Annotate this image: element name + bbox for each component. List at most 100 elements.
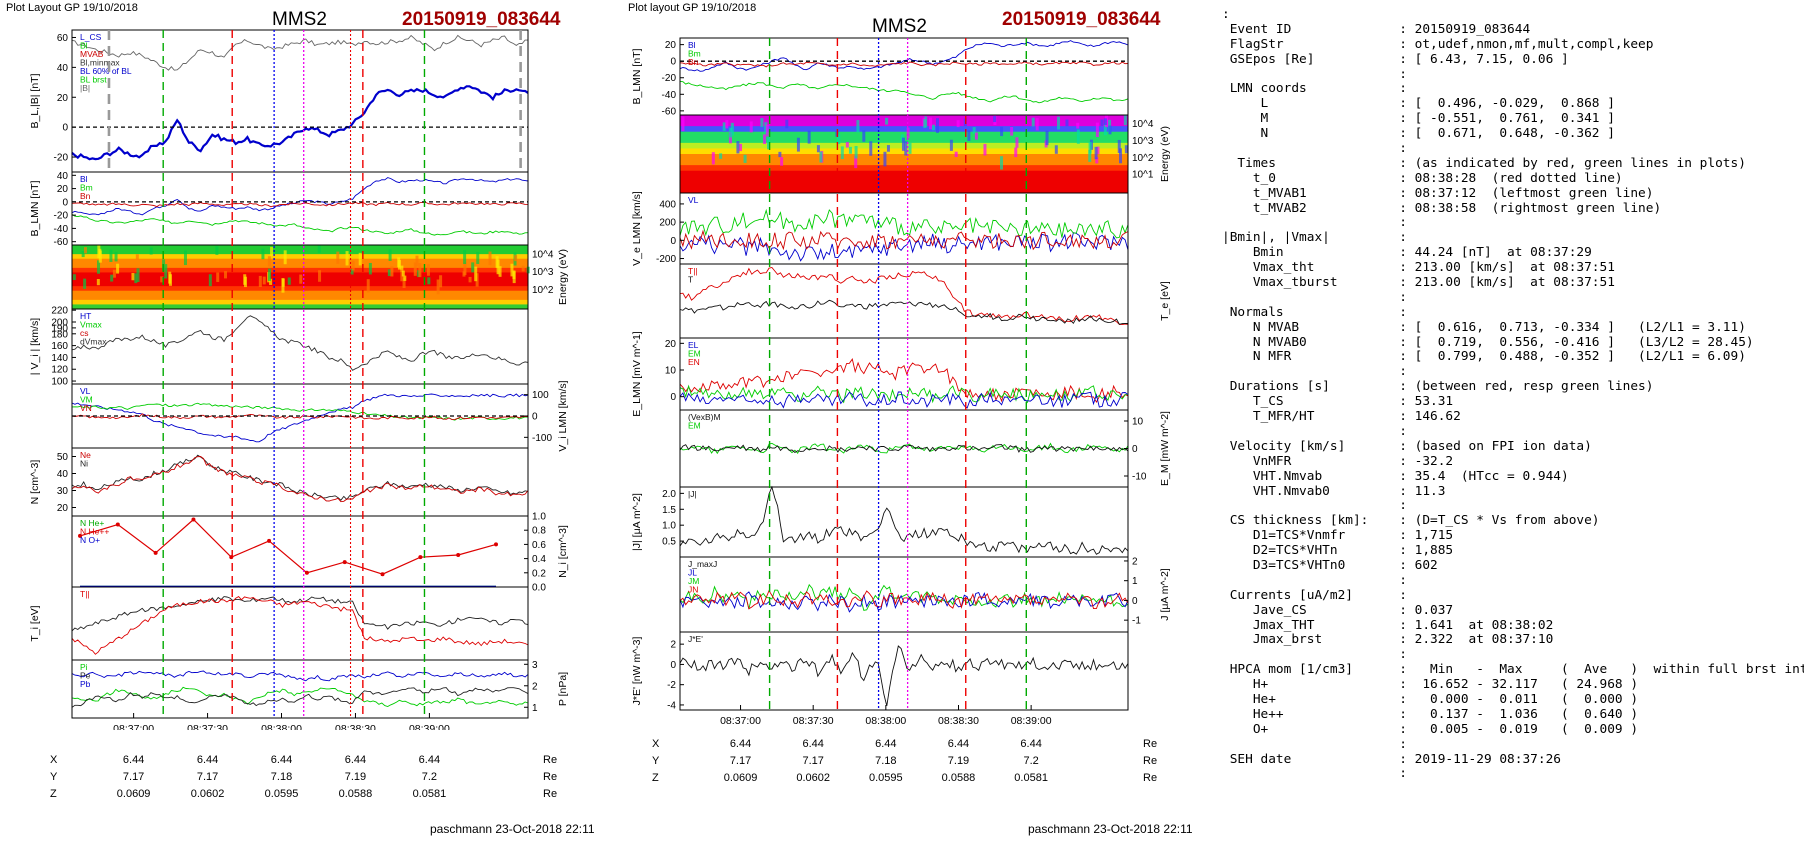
spectrogram-cell bbox=[269, 278, 273, 285]
spectrogram-cell bbox=[471, 262, 475, 273]
spectrogram-cell bbox=[268, 268, 272, 281]
y-tick-label: 20 bbox=[57, 93, 69, 104]
spectrogram-cell bbox=[388, 249, 392, 261]
coord-value: 0.0588 bbox=[338, 788, 373, 800]
panel-B_L: 60 40 20 0 -20 B_L,|B| [nT] L_CSBlMVABBl,minma… bbox=[29, 29, 529, 173]
series-el bbox=[679, 391, 1129, 409]
info-line: : bbox=[1222, 66, 1407, 82]
spectrogram-cell bbox=[468, 276, 472, 283]
spectrogram-cell bbox=[923, 118, 927, 129]
panel-frame bbox=[679, 192, 1129, 265]
spectrogram-cell bbox=[816, 145, 820, 153]
spectrogram-band bbox=[72, 286, 528, 292]
legend-entry: Bl bbox=[80, 41, 88, 51]
info-line: O+ : 0.005 - 0.019 ( 0.009 ) bbox=[1222, 721, 1639, 737]
spectrogram-cell bbox=[854, 155, 858, 169]
spectrogram-band bbox=[680, 154, 1128, 161]
spectrogram-cell bbox=[72, 274, 76, 281]
info-line: Vmax_tht : 213.00 [km/s] at 08:37:51 bbox=[1222, 260, 1615, 276]
spectrogram-cell bbox=[725, 119, 729, 129]
series-jm bbox=[679, 583, 1129, 611]
right-footer: paschmann 23-Oct-2018 22:11 bbox=[1028, 822, 1193, 836]
info-line: : bbox=[1222, 423, 1407, 439]
y-axis-label: J [μA m^-2] bbox=[1159, 568, 1171, 620]
coord-value: 7.2 bbox=[421, 771, 438, 783]
spectrogram-cell bbox=[1054, 145, 1058, 154]
y-tick-label: 160 bbox=[51, 341, 68, 352]
legend-entry: EM bbox=[688, 349, 701, 359]
spectrogram-cell bbox=[1065, 119, 1069, 127]
legend-entry: VL bbox=[80, 386, 91, 396]
spectrogram-cell bbox=[114, 251, 118, 262]
spectrogram-cell bbox=[168, 274, 172, 286]
spectrogram-cell bbox=[767, 136, 771, 150]
spectrogram-cell bbox=[883, 151, 887, 167]
spectrogram-cell bbox=[136, 268, 140, 282]
spectrogram-cell bbox=[908, 142, 912, 154]
spectrogram-cell bbox=[462, 271, 466, 277]
info-line: : bbox=[1222, 572, 1407, 588]
spectrogram-band bbox=[72, 290, 528, 296]
info-line: : bbox=[1222, 364, 1407, 380]
spectrogram-cell bbox=[681, 116, 685, 132]
spectrogram-cell bbox=[837, 134, 841, 145]
x-tick-label: 08:38:00 bbox=[261, 723, 302, 730]
spectrogram-cell bbox=[1123, 115, 1127, 126]
spectrogram-cell bbox=[1094, 146, 1098, 160]
spectrogram-band bbox=[72, 245, 528, 251]
spectrogram-cell bbox=[135, 254, 139, 260]
legend-entry: N O+ bbox=[80, 535, 100, 545]
spectrogram-cell bbox=[96, 278, 100, 286]
spectrogram-cell bbox=[164, 264, 168, 279]
data-point bbox=[115, 522, 120, 527]
spectrogram-cell bbox=[763, 134, 767, 144]
info-line: M : [ -0.551, 0.761, 0.341 ] bbox=[1222, 111, 1615, 127]
y-tick-label: 40 bbox=[57, 469, 69, 480]
legend-entry: L_CS bbox=[80, 32, 102, 42]
info-line: CS thickness [km]: : (D=T_CS * Vs from a… bbox=[1222, 513, 1600, 529]
spectrogram-cell bbox=[1119, 148, 1123, 164]
legend-entry: Ne bbox=[80, 450, 91, 460]
info-line: |Bmin|, |Vmax| : bbox=[1222, 230, 1407, 246]
spectrogram-cell bbox=[739, 143, 743, 152]
panel-HPCA: 1.0 0.8 0.6 0.4 0.2 0.0 N_i [cm^-3] N He+N He++… bbox=[71, 512, 569, 594]
spectrogram-cell bbox=[474, 266, 478, 282]
spectrogram-cell bbox=[1076, 129, 1080, 144]
y-tick-label: 20 bbox=[57, 184, 69, 195]
y-tick-label: 20 bbox=[57, 503, 69, 514]
spectrogram-cell bbox=[397, 259, 401, 270]
info-line: D1=TCS*Vnmfr : 1,715 bbox=[1222, 528, 1454, 544]
info-line: : bbox=[1222, 289, 1407, 305]
spectrogram-cell bbox=[83, 278, 87, 289]
panel-ion_spec: 10^4 10^3 10^2 Energy (eV) bbox=[71, 244, 569, 310]
spectrogram-cell bbox=[901, 137, 905, 151]
y-tick-label: 10^4 bbox=[532, 249, 554, 260]
legend-entry: Bl bbox=[80, 174, 88, 184]
info-line: Event ID : 20150919_083644 bbox=[1222, 21, 1531, 37]
data-point bbox=[456, 553, 461, 558]
spectrogram-band bbox=[72, 263, 528, 269]
spectrogram-cell bbox=[819, 151, 823, 163]
spectrogram-cell bbox=[318, 270, 322, 282]
y-tick-label: 0 bbox=[62, 123, 68, 134]
series--b- bbox=[71, 34, 528, 71]
spectrogram-cell bbox=[387, 269, 391, 277]
spectrogram-cell bbox=[900, 134, 904, 141]
info-line: t_0 : 08:38:28 (red dotted line) bbox=[1222, 170, 1623, 186]
spectrogram-cell bbox=[1096, 146, 1100, 155]
legend-entry: HT bbox=[80, 311, 91, 321]
spectrogram-cell bbox=[1095, 156, 1099, 164]
legend-entry: VM bbox=[80, 395, 93, 405]
coord-value: 6.44 bbox=[270, 754, 293, 766]
panel-frame bbox=[679, 556, 1129, 633]
spectrogram-cell bbox=[845, 142, 849, 148]
coord-value: 0.0602 bbox=[796, 772, 831, 784]
y-tick-label: 40 bbox=[57, 171, 69, 182]
time-markers bbox=[768, 38, 1027, 710]
info-line: : bbox=[1222, 736, 1407, 752]
info-line: : bbox=[1222, 141, 1407, 157]
info-line: Jmax_brst : 2.322 at 08:37:10 bbox=[1222, 632, 1554, 648]
spectrogram-cell bbox=[110, 274, 114, 282]
